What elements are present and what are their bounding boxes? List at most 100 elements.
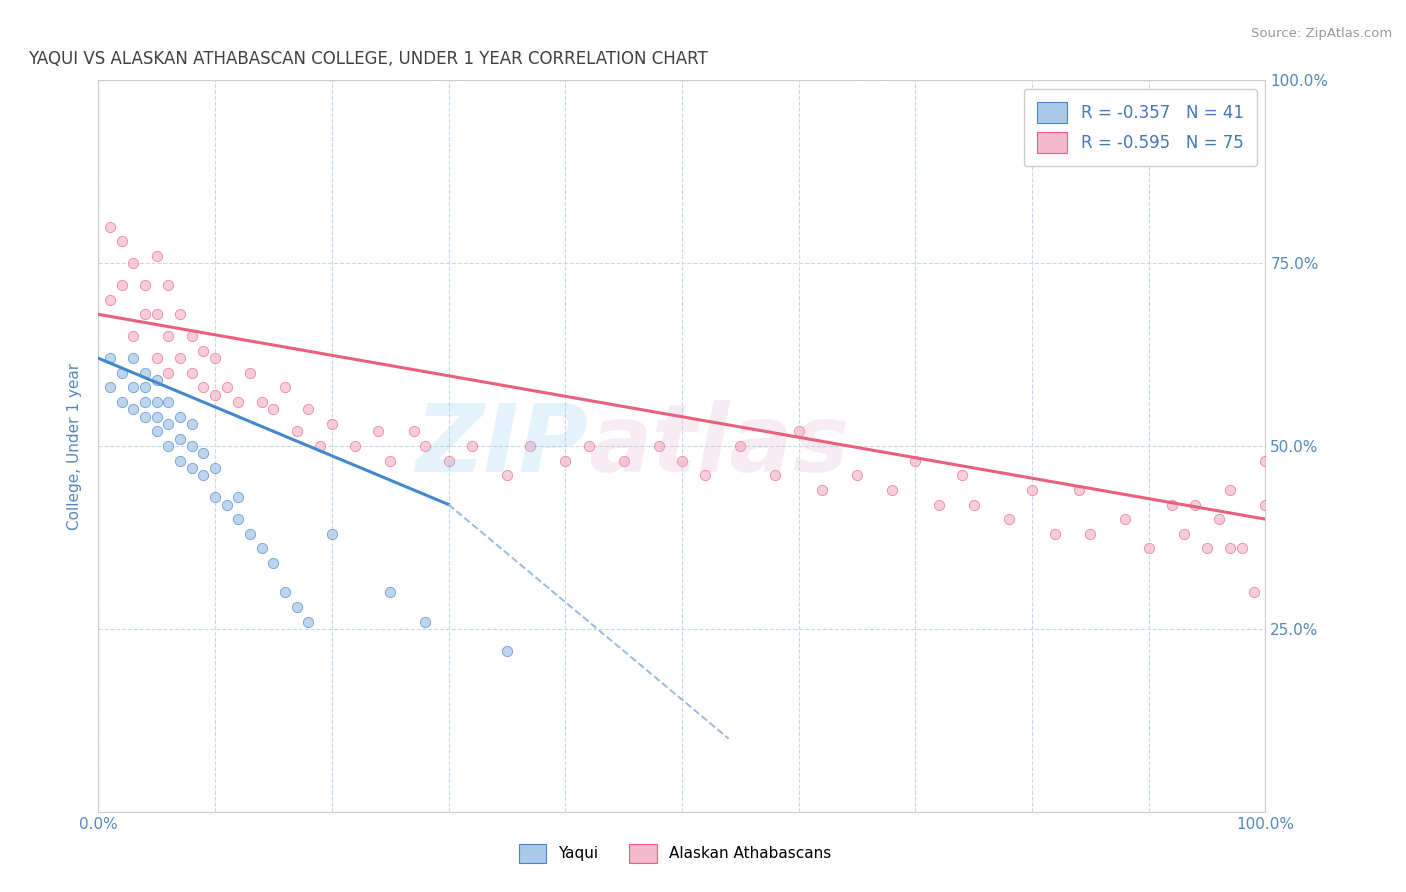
Point — [1184, 498, 1206, 512]
Point — [763, 468, 786, 483]
Y-axis label: College, Under 1 year: College, Under 1 year — [67, 362, 83, 530]
Point — [146, 373, 169, 387]
Point — [262, 556, 284, 570]
Point — [1230, 541, 1253, 556]
Point — [1161, 498, 1184, 512]
Point — [297, 615, 319, 629]
Point — [250, 395, 273, 409]
Point — [204, 388, 226, 402]
Point — [928, 498, 950, 512]
Point — [134, 409, 156, 424]
Point — [647, 439, 669, 453]
Point — [274, 585, 297, 599]
Point — [134, 395, 156, 409]
Point — [1137, 541, 1160, 556]
Point — [1080, 526, 1102, 541]
Point — [157, 329, 180, 343]
Point — [204, 461, 226, 475]
Point — [146, 409, 169, 424]
Legend: R = -0.357   N = 41, R = -0.595   N = 75: R = -0.357 N = 41, R = -0.595 N = 75 — [1024, 88, 1257, 167]
Point — [413, 439, 436, 453]
Point — [1045, 526, 1067, 541]
Point — [274, 380, 297, 394]
Point — [169, 453, 191, 467]
Text: atlas: atlas — [589, 400, 849, 492]
Point — [193, 380, 215, 394]
Point — [811, 483, 834, 497]
Point — [228, 395, 250, 409]
Point — [122, 351, 145, 366]
Point — [578, 439, 600, 453]
Point — [146, 351, 169, 366]
Point — [169, 432, 191, 446]
Point — [122, 402, 145, 417]
Point — [495, 468, 517, 483]
Point — [461, 439, 484, 453]
Point — [134, 380, 156, 394]
Point — [1114, 512, 1136, 526]
Point — [554, 453, 576, 467]
Point — [180, 366, 202, 380]
Point — [495, 644, 517, 658]
Point — [157, 439, 180, 453]
Point — [111, 278, 134, 293]
Point — [111, 395, 134, 409]
Point — [111, 234, 134, 248]
Point — [204, 490, 226, 504]
Point — [1208, 512, 1230, 526]
Point — [157, 395, 180, 409]
Text: ZIP: ZIP — [416, 400, 589, 492]
Point — [98, 380, 121, 394]
Point — [157, 366, 180, 380]
Point — [262, 402, 284, 417]
Point — [904, 453, 927, 467]
Point — [180, 329, 202, 343]
Point — [997, 512, 1019, 526]
Point — [402, 425, 425, 439]
Point — [228, 490, 250, 504]
Point — [146, 395, 169, 409]
Point — [1021, 483, 1043, 497]
Point — [215, 498, 238, 512]
Point — [378, 453, 402, 467]
Point — [1254, 453, 1277, 467]
Point — [437, 453, 460, 467]
Point — [787, 425, 810, 439]
Point — [180, 439, 202, 453]
Point — [519, 439, 541, 453]
Point — [378, 585, 402, 599]
Point — [193, 468, 215, 483]
Point — [846, 468, 869, 483]
Point — [134, 307, 156, 321]
Point — [239, 366, 262, 380]
Point — [157, 417, 180, 431]
Point — [122, 256, 145, 270]
Point — [344, 439, 367, 453]
Point — [228, 512, 250, 526]
Point — [180, 417, 202, 431]
Point — [193, 343, 215, 358]
Point — [111, 366, 134, 380]
Point — [250, 541, 273, 556]
Point — [98, 293, 121, 307]
Text: YAQUI VS ALASKAN ATHABASCAN COLLEGE, UNDER 1 YEAR CORRELATION CHART: YAQUI VS ALASKAN ATHABASCAN COLLEGE, UND… — [28, 50, 709, 68]
Point — [215, 380, 238, 394]
Point — [297, 402, 319, 417]
Point — [239, 526, 262, 541]
Point — [180, 461, 202, 475]
Point — [146, 307, 169, 321]
Point — [321, 526, 343, 541]
Point — [321, 417, 343, 431]
Point — [950, 468, 973, 483]
Point — [169, 409, 191, 424]
Point — [1195, 541, 1218, 556]
Point — [285, 425, 308, 439]
Point — [309, 439, 332, 453]
Point — [122, 329, 145, 343]
Point — [169, 307, 191, 321]
Legend: Yaqui, Alaskan Athabascans: Yaqui, Alaskan Athabascans — [506, 831, 844, 875]
Point — [98, 219, 121, 234]
Point — [1243, 585, 1265, 599]
Point — [613, 453, 636, 467]
Point — [671, 453, 693, 467]
